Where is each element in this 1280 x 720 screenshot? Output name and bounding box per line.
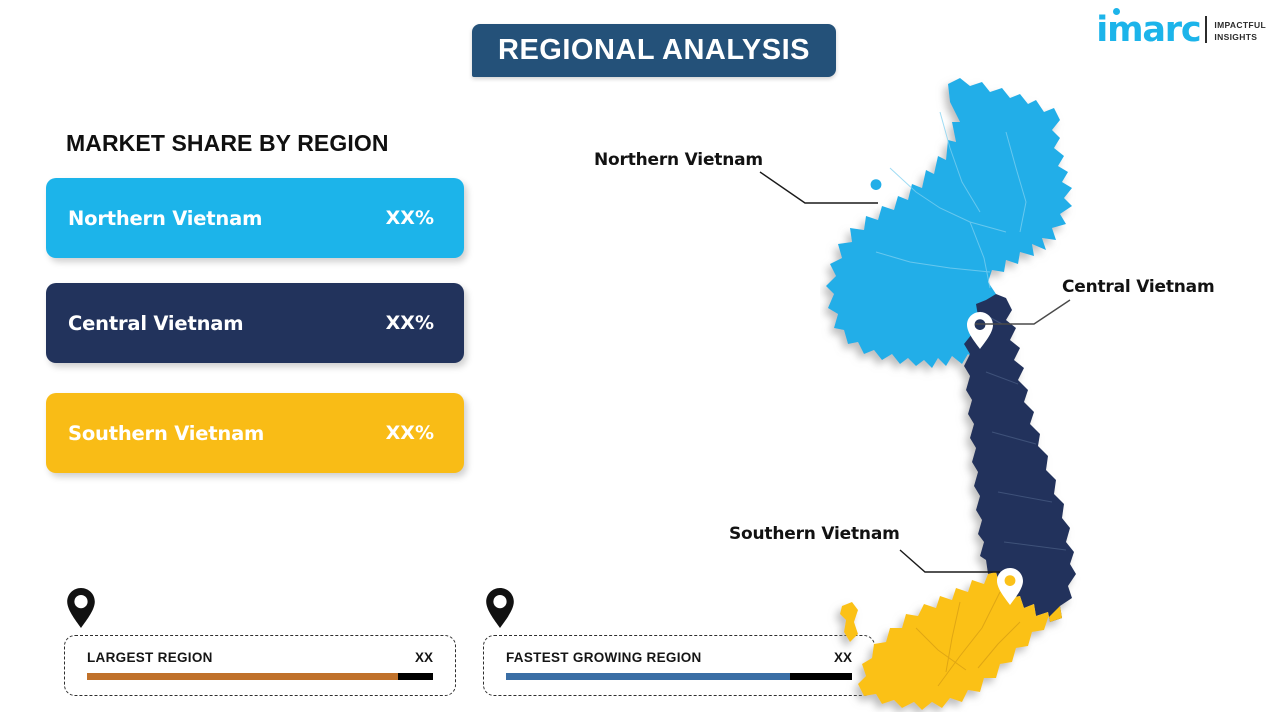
- map-callout-label-central: Central Vietnam: [1062, 277, 1215, 297]
- fastest-growing-region-bar-fill: [506, 673, 790, 680]
- fastest-growing-region-label: FASTEST GROWING REGION: [506, 650, 702, 665]
- region-card-label: Northern Vietnam: [68, 206, 263, 230]
- vietnam-map[interactable]: [820, 72, 1140, 712]
- map-province-borders-north: [875, 111, 1027, 289]
- region-card-label: Southern Vietnam: [68, 421, 265, 445]
- map-province-borders-south: [915, 591, 1021, 687]
- region-card-value: XX%: [385, 207, 434, 229]
- largest-region-value: XX: [414, 650, 433, 665]
- map-region-southern[interactable]: [858, 572, 1062, 710]
- logo-tagline: IMPACTFUL INSIGHTS: [1214, 20, 1266, 43]
- logo-tagline-line1: IMPACTFUL: [1214, 20, 1266, 31]
- fastest-growing-region-box: FASTEST GROWING REGION XX: [483, 635, 875, 696]
- largest-region-box: LARGEST REGION XX: [64, 635, 456, 696]
- region-card-value: XX%: [385, 422, 434, 444]
- map-pin-southern-icon[interactable]: [997, 568, 1023, 605]
- region-card-southern[interactable]: Southern Vietnam XX%: [46, 393, 464, 473]
- map-region-northern[interactable]: [826, 78, 1072, 368]
- largest-region-stat: LARGEST REGION XX: [64, 586, 456, 696]
- logo-dot-icon: [1113, 8, 1121, 15]
- logo-tagline-line2: INSIGHTS: [1214, 31, 1258, 42]
- region-card-value: XX%: [385, 312, 434, 334]
- map-island-phu-quoc: [840, 602, 858, 642]
- region-card-northern[interactable]: Northern Vietnam XX%: [46, 178, 464, 258]
- page-title: REGIONAL ANALYSIS: [498, 34, 810, 66]
- logo-wordmark: imarc: [1096, 10, 1201, 50]
- imarc-logo: imarc IMPACTFUL INSIGHTS: [1096, 8, 1266, 50]
- fastest-growing-region-stat: FASTEST GROWING REGION XX: [483, 586, 875, 696]
- largest-region-bar: [87, 673, 433, 680]
- region-card-label: Central Vietnam: [68, 311, 244, 335]
- map-callout-label-southern: Southern Vietnam: [729, 524, 900, 544]
- map-pin-icon: [67, 588, 95, 628]
- largest-region-label: LARGEST REGION: [87, 650, 213, 665]
- map-region-central[interactable]: [964, 294, 1076, 622]
- map-pin-northern-icon[interactable]: [863, 172, 889, 209]
- largest-region-bar-fill: [87, 673, 399, 680]
- fastest-growing-region-bar: [506, 673, 852, 680]
- market-share-heading: MARKET SHARE BY REGION: [66, 130, 389, 156]
- page-title-banner: REGIONAL ANALYSIS: [472, 24, 836, 77]
- fastest-growing-region-value: XX: [833, 650, 852, 665]
- vietnam-map-svg: [826, 78, 1076, 710]
- region-card-central[interactable]: Central Vietnam XX%: [46, 283, 464, 363]
- map-pin-icon: [486, 588, 514, 628]
- logo-divider: [1205, 16, 1208, 44]
- map-callout-label-northern: Northern Vietnam: [594, 150, 763, 170]
